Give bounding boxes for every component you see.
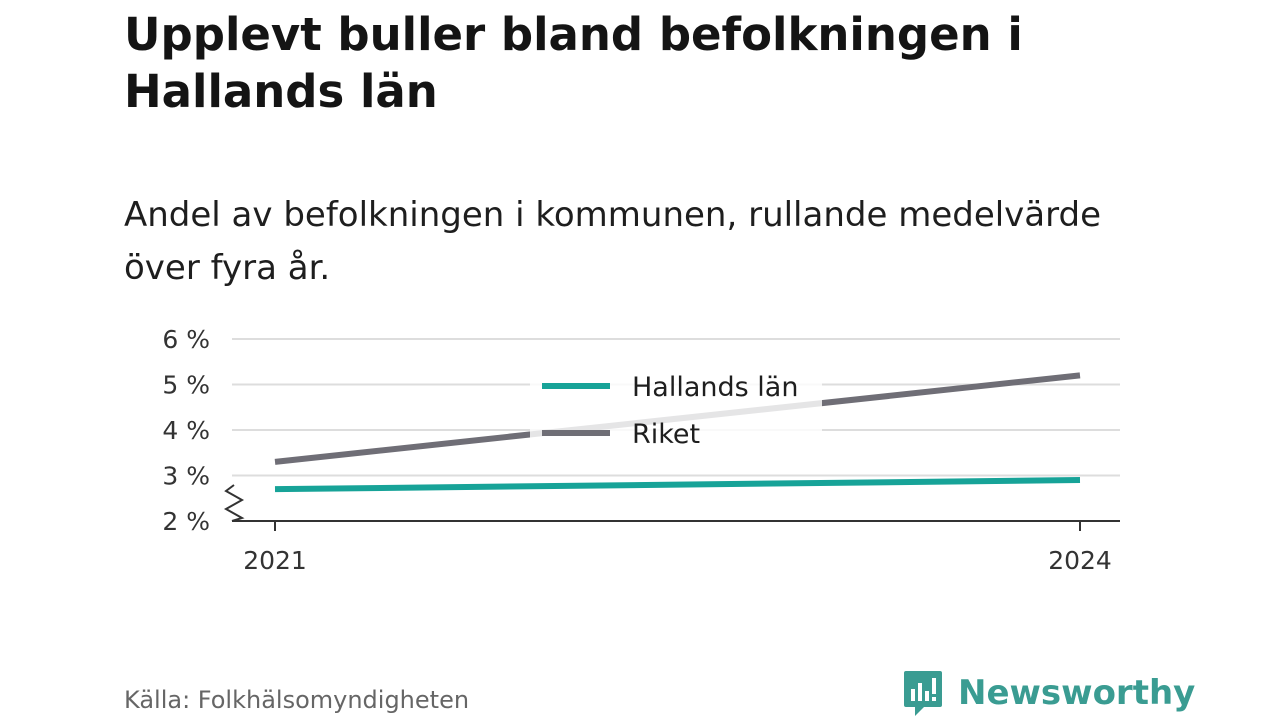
chart-subtitle: Andel av befolkningen i kommunen, rullan…	[124, 195, 1102, 288]
legend-background	[530, 363, 822, 455]
axis-break-icon	[223, 484, 245, 522]
x-tick-label: 2021	[243, 546, 307, 575]
newsworthy-logo-icon	[904, 671, 942, 716]
brand-logo: Newsworthy	[902, 669, 1195, 717]
source-note: Källa: Folkhälsomyndigheten	[124, 686, 470, 714]
chart-title: Upplevt buller bland befolkningen i Hall…	[124, 8, 1023, 118]
y-axis-ticks: 2 % 3 % 4 % 5 % 6 %	[162, 325, 210, 536]
y-tick-label: 2 %	[162, 507, 210, 536]
legend-label: Hallands län	[632, 372, 798, 403]
series-line-hallands-län	[274, 477, 1081, 493]
y-tick-label: 4 %	[162, 416, 210, 445]
x-tick-label: 2024	[1048, 546, 1112, 575]
x-axis	[223, 484, 1120, 522]
brand-name: Newsworthy	[958, 673, 1196, 713]
legend-label: Riket	[632, 419, 700, 450]
legend: Hallands län Riket	[530, 363, 822, 455]
y-tick-label: 5 %	[162, 371, 210, 400]
y-tick-label: 3 %	[162, 462, 210, 491]
y-tick-label: 6 %	[162, 325, 210, 354]
x-axis-ticks: 2021 2024	[243, 521, 1112, 575]
